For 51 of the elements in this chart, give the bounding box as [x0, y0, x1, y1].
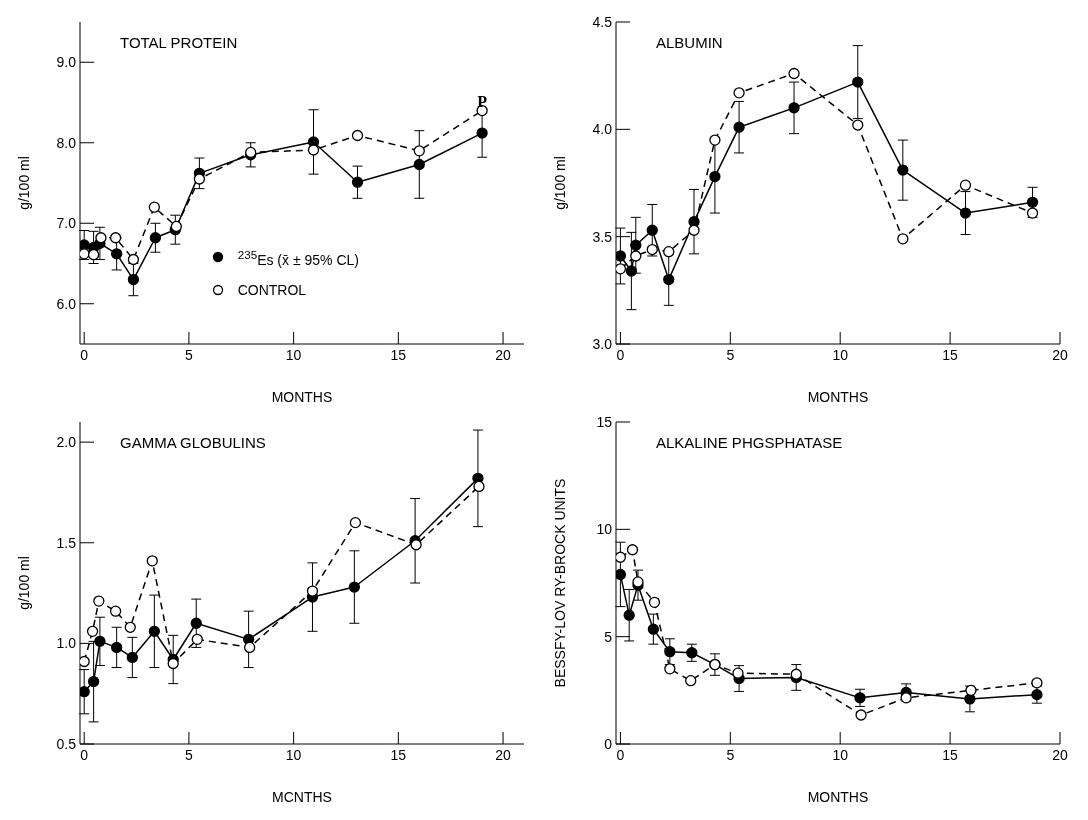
- x-tick-label: 10: [832, 346, 849, 363]
- x-tick-label: 15: [390, 746, 407, 763]
- y-axis-title: g/100 ml: [15, 556, 32, 610]
- x-tick-label: 5: [726, 346, 735, 363]
- x-axis-title: MONTHS: [807, 789, 869, 805]
- x-tick-label: 15: [390, 346, 407, 363]
- y-tick-label: 9.0: [56, 54, 77, 71]
- y-tick-label: 8.0: [56, 134, 77, 151]
- x-axis-title: MONTHS: [271, 389, 333, 405]
- x-tick-label: 0: [80, 746, 89, 763]
- text: ALBUMIN: [656, 34, 723, 51]
- y-tick-label: 0: [604, 735, 613, 752]
- annotation: P: [477, 92, 488, 110]
- x-tick-label: 20: [1052, 346, 1068, 363]
- y-tick-label: 4.5: [592, 13, 613, 30]
- y-tick-label: 1.5: [56, 534, 77, 551]
- y-axis-title: BESSFY-LOV RY-BROCK UNITS: [551, 478, 568, 688]
- y-tick-label: 0.5: [56, 735, 77, 752]
- y-tick-label: 7.0: [56, 215, 77, 232]
- legend-label: $^{235}$Es (x̄ ± 95% CL): [237, 247, 359, 270]
- y-tick-label: 5: [604, 628, 613, 645]
- x-axis-title: MCNTHS: [272, 789, 332, 805]
- text: TOTAL PROTEIN: [120, 34, 238, 51]
- x-tick-label: 10: [285, 746, 302, 763]
- x-tick-label: 15: [942, 746, 959, 763]
- y-tick-label: 10: [596, 521, 613, 538]
- y-tick-label: 1.0: [56, 635, 77, 652]
- y-tick-label: 4.0: [592, 121, 613, 138]
- x-tick-label: 10: [285, 346, 302, 363]
- y-axis-title: g/100 ml: [15, 156, 32, 210]
- x-tick-label: 20: [495, 746, 512, 763]
- x-axis-title: MONTHS: [807, 389, 869, 405]
- x-tick-label: 10: [832, 746, 849, 763]
- x-tick-label: 0: [80, 346, 89, 363]
- y-tick-label: 6.0: [56, 295, 77, 312]
- x-tick-label: 0: [616, 346, 625, 363]
- y-tick-label: 3.0: [592, 335, 613, 352]
- legend-label: CONTROL: [237, 280, 307, 300]
- text: ALKALINE PHGSPHATASE: [656, 434, 843, 451]
- x-tick-label: 5: [185, 346, 194, 363]
- x-tick-label: 15: [942, 346, 959, 363]
- x-tick-label: 20: [495, 346, 512, 363]
- x-tick-label: 5: [726, 746, 735, 763]
- y-tick-label: 2.0: [56, 434, 77, 451]
- y-tick-label: 15: [596, 413, 613, 430]
- text: GAMMA GLOBULINS: [120, 434, 266, 451]
- y-tick-label: 3.5: [592, 228, 613, 245]
- y-axis-title: g/100 ml: [551, 156, 568, 210]
- x-tick-label: 5: [185, 746, 194, 763]
- x-tick-label: 20: [1052, 746, 1068, 763]
- x-tick-label: 0: [616, 746, 625, 763]
